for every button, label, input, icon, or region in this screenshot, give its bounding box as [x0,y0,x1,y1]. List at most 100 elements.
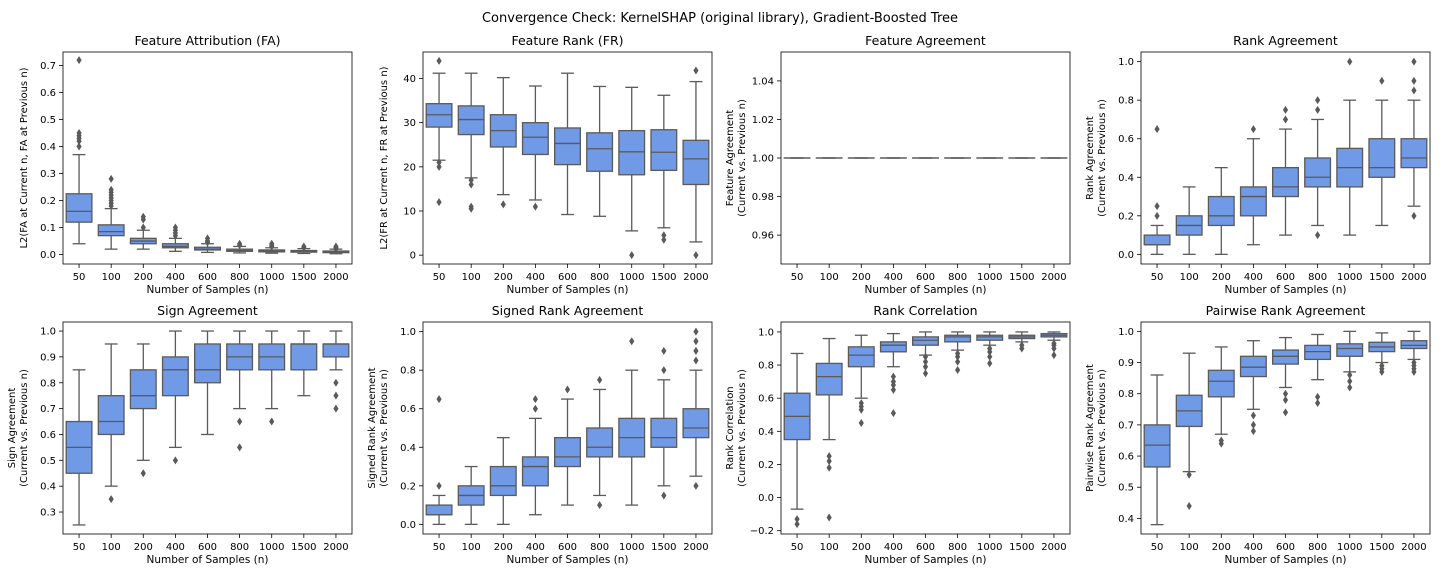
outlier-point [204,234,211,243]
x-tick-label: 2000 [323,542,348,553]
y-tick-label: 0.8 [1118,389,1134,400]
y-tick-label: 1.0 [758,327,774,338]
outlier-point [693,356,699,365]
x-tick-label: 100 [1180,272,1199,283]
outlier-point [693,66,699,75]
y-axis-label: (Current vs. Previous n) [379,369,390,487]
box-200 [129,212,157,250]
chart-title: Sign Agreement [157,303,258,318]
chart-title: Rank Correlation [873,303,977,318]
box-body [97,395,125,436]
x-tick-label: 600 [558,542,577,553]
outlier-point [858,419,864,428]
outlier-point [76,142,82,151]
y-tick-label: 0.2 [1118,211,1134,222]
outlier-point [269,239,275,248]
outlier-point [693,327,699,336]
box-body [457,105,485,136]
chart-title: Feature Attribution (FA) [134,33,280,48]
box-body [129,369,157,410]
outlier-point [1411,211,1417,220]
outlier-point [468,180,474,189]
plot-frame [422,51,713,265]
chart-title: Feature Agreement [865,33,986,48]
box-400 [161,330,189,465]
box-body [554,127,581,166]
chart-panel-5: Sign Agreement 0.3 0.4 0.5 0.6 0.7 0.8 0.9 1.0 50… [7,303,353,566]
x-tick-label: 100 [1180,542,1199,553]
y-tick-label: 0.6 [758,394,774,405]
box-2000 [322,330,350,413]
box-100 [97,343,125,504]
outlier-point [826,452,832,461]
x-axis-label: Number of Samples (n) [506,284,628,296]
box-body [1336,343,1364,357]
box-2000 [682,66,710,260]
x-tick-label: 1000 [619,542,644,553]
y-axis-label: L2(FA at Current n, FA at Previous n) [19,67,30,248]
box-50 [1143,125,1171,256]
outlier-point [1154,125,1160,134]
box-body [847,346,875,368]
box-600 [194,234,221,254]
outlier-point [301,242,307,251]
box-body [322,343,350,358]
box-body [194,343,221,384]
x-tick-label: 800 [230,542,249,553]
box-body [976,334,1004,341]
x-tick-label: 1500 [1369,542,1394,553]
box-1500 [290,330,318,397]
box-body [1304,157,1332,188]
y-tick-label: 1.0 [40,327,56,338]
outlier-point [1282,395,1289,404]
y-axis-label: (Current vs. Previous n) [19,369,30,487]
box-body [650,417,678,448]
outlier-point [1250,427,1256,436]
x-tick-label: 2000 [323,272,348,283]
x-tick-label: 600 [1276,272,1295,283]
outlier-point [987,352,993,361]
y-tick-label: 0.4 [758,427,774,438]
box-600 [912,331,939,378]
outlier-point [661,366,667,375]
x-tick-label: 800 [230,272,249,283]
box-body [290,343,318,371]
x-tick-label: 200 [494,542,513,553]
y-tick-label: 0.7 [1118,420,1134,431]
outlier-point [794,520,800,529]
outlier-point [333,242,339,251]
outlier-point [564,385,571,394]
x-tick-label: 600 [916,272,935,283]
y-tick-label: 30 [403,118,416,129]
outlier-point [922,369,929,378]
box-1000 [618,337,646,506]
box-body [682,139,710,186]
box-body [425,103,453,128]
outlier-point [1154,202,1160,211]
x-tick-label: 2000 [1401,272,1426,283]
box-1500 [650,346,678,500]
outlier-point [1282,115,1289,124]
outlier-point [661,235,667,244]
panels: Feature Attribution (FA) 0.0 0.1 0.2 0.3 0.4 0… [7,33,1431,566]
box-600 [1272,336,1299,417]
outlier-point [955,366,961,375]
x-tick-label: 600 [558,272,577,283]
box-100 [97,174,125,250]
y-tick-label: 0.4 [1118,514,1134,525]
x-tick-label: 600 [1276,542,1295,553]
outlier-point [1411,57,1417,66]
outlier-point [436,56,442,65]
y-axis-label: (Current vs. Previous n) [737,369,748,487]
x-tick-label: 2000 [1041,542,1066,553]
x-tick-label: 50 [1151,272,1164,283]
outlier-point [1282,105,1289,114]
box-body [912,336,939,346]
box-1500 [1368,76,1396,227]
chart-panel-6: Signed Rank Agreement 0.0 0.2 0.4 0.6 0.8 1.0 5… [367,303,713,566]
box-body [1239,186,1267,217]
box-body [586,132,614,172]
box-body [489,465,517,497]
x-tick-label: 400 [166,272,185,283]
outlier-point [794,515,800,524]
